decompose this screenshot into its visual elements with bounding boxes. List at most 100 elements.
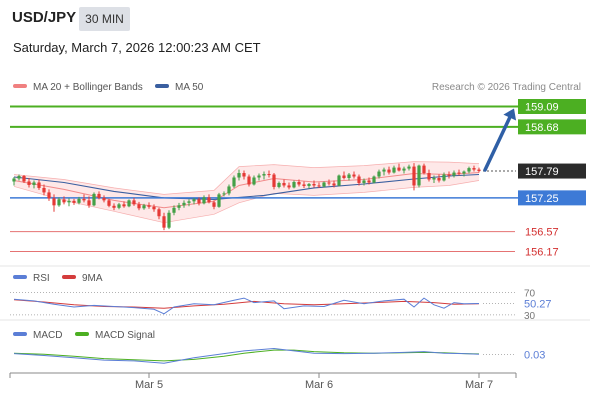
legend-label-ma50: MA 50: [175, 82, 204, 93]
level-label-157.25: 157.25: [525, 193, 559, 205]
candle-body: [132, 200, 136, 205]
candle: [272, 173, 276, 190]
candle-body: [457, 172, 461, 174]
candle: [267, 170, 271, 178]
candle-body: [322, 182, 326, 187]
candle: [47, 189, 51, 201]
arrow-shaft: [483, 115, 512, 172]
legend-swatch-rsi-ma: [62, 275, 76, 279]
candle-body: [92, 193, 96, 206]
candle: [182, 200, 186, 208]
last-price-label: 157.79: [525, 166, 559, 178]
x-axis: Mar 5 Mar 6 Mar 7: [9, 372, 517, 391]
candle-body: [287, 185, 291, 188]
candle: [287, 182, 291, 190]
candle-body: [12, 178, 16, 182]
candle: [162, 212, 166, 231]
candle: [82, 194, 86, 203]
candle-body: [217, 194, 221, 207]
candle-body: [177, 205, 181, 208]
candle-body: [422, 165, 426, 174]
ma50-line: [13, 173, 480, 200]
candle-body: [397, 167, 401, 171]
candle-body: [42, 187, 46, 193]
candle: [147, 202, 151, 209]
candle-body: [17, 176, 21, 179]
candle: [77, 196, 81, 205]
candle: [282, 179, 286, 188]
candle: [67, 198, 71, 207]
legend-swatch-macd-signal: [75, 332, 89, 336]
candle-body: [382, 169, 386, 172]
candle: [347, 173, 351, 181]
candle: [362, 178, 366, 186]
candle: [447, 171, 451, 179]
candle-body: [312, 183, 316, 186]
symbol-title: USD/JPY: [12, 9, 77, 26]
candle-body: [32, 182, 36, 185]
candle: [337, 174, 341, 187]
candle: [442, 172, 446, 182]
candle-body: [192, 199, 196, 202]
candle: [92, 192, 96, 207]
candle: [127, 199, 131, 208]
candle-body: [267, 174, 271, 176]
candle-body: [392, 167, 396, 173]
candle: [177, 202, 181, 211]
candle-body: [167, 212, 171, 228]
candle-body: [222, 193, 226, 195]
candle-body: [237, 173, 241, 178]
candles: [12, 163, 481, 231]
timeframe-badge[interactable]: 30 MIN: [79, 7, 130, 31]
x-tick-label: Mar 5: [135, 379, 163, 391]
candle: [417, 164, 421, 188]
main-legend: MA 20 + Bollinger Bands MA 50 Research ©…: [13, 82, 581, 93]
candle: [227, 184, 231, 196]
candle: [312, 180, 316, 188]
candle-body: [342, 175, 346, 179]
candle-body: [362, 180, 366, 183]
candle: [132, 197, 136, 206]
candle: [252, 175, 256, 186]
candle-body: [277, 182, 281, 187]
candle: [167, 210, 171, 230]
candle-body: [472, 168, 476, 170]
legend-label-macd: MACD: [33, 330, 62, 341]
candle: [242, 170, 246, 180]
candle: [102, 195, 106, 203]
copyright-text: Research © 2026 Trading Central: [432, 82, 581, 93]
candle: [382, 167, 386, 176]
candle-body: [127, 200, 131, 207]
candle-body: [357, 176, 361, 183]
candle: [462, 170, 466, 177]
candle: [107, 198, 111, 208]
candle: [97, 191, 101, 200]
macd-signal-line: [13, 349, 480, 362]
candle: [172, 205, 176, 216]
candle-body: [142, 205, 146, 209]
candle: [402, 166, 406, 174]
candle-body: [137, 204, 141, 209]
candle-body: [72, 200, 76, 203]
candle-body: [437, 178, 441, 181]
x-tick-label: Mar 6: [305, 379, 333, 391]
last-price-tag: [518, 163, 586, 179]
candle: [427, 169, 431, 182]
candle-body: [327, 182, 331, 184]
candle-body: [297, 181, 301, 185]
candle-body: [22, 176, 26, 182]
candle: [317, 182, 321, 188]
candle-body: [272, 174, 276, 187]
candle: [202, 195, 206, 205]
macd-last-label: 0.03: [524, 349, 545, 361]
candle: [392, 165, 396, 174]
macd-panel: 0.03: [13, 347, 545, 364]
legend-swatch-macd: [13, 332, 27, 336]
level-label-156.17: 156.17: [525, 247, 559, 259]
level-label-156.57: 156.57: [525, 227, 559, 239]
legend-swatch-ma50: [155, 84, 169, 88]
legend-label-rsi-ma: 9MA: [82, 273, 103, 284]
candle-body: [352, 174, 356, 177]
